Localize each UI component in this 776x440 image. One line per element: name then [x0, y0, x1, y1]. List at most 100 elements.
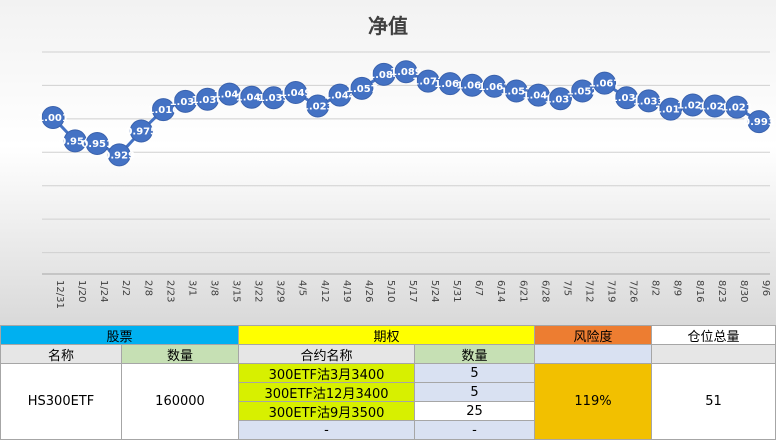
x-tick-label: 12/31 [54, 280, 65, 309]
stock-name: HS300ETF [0, 363, 122, 440]
x-tick-label: 8/16 [694, 280, 705, 302]
subheader-risk-blank [534, 344, 652, 364]
data-label: 1.046 [214, 90, 246, 101]
x-tick-label: 3/8 [208, 280, 219, 296]
header-option: 期权 [238, 325, 535, 345]
data-point [570, 79, 594, 103]
option-name-2: 300ETF沽12月3400 [238, 382, 415, 402]
x-tick-label: 7/26 [628, 280, 639, 302]
x-axis: 12/31 1/20 1/24 2/2 2/8 2/23 3/1 3/8 3/15 3/22 3/2… [42, 273, 771, 309]
data-label: 1.052 [500, 86, 532, 97]
data-label: 1.021 [721, 103, 753, 114]
x-tick-label: 4/26 [363, 280, 374, 302]
x-tick-label: 8/30 [738, 280, 749, 302]
data-label: 1.089 [390, 67, 422, 78]
subheader-position-blank [651, 344, 776, 364]
stock-qty: 160000 [121, 363, 239, 440]
x-tick-label: 2/8 [142, 280, 153, 296]
x-tick-label: 3/22 [253, 280, 264, 302]
data-label: 0.975 [125, 127, 157, 138]
data-label: 1.017 [655, 105, 687, 116]
x-tick-label: 5/17 [407, 280, 418, 302]
option-name-4: - [238, 420, 415, 440]
data-label: 0.956 [59, 136, 91, 147]
x-tick-label: 2/23 [164, 280, 175, 302]
data-label: 1.063 [456, 81, 488, 92]
position-table: 股票 期权 风险度 仓位总量 名称 数量 合约名称 数量 HS300ETF 16… [0, 325, 776, 440]
data-point [548, 87, 572, 111]
position-value: 51 [651, 363, 776, 440]
data-point [725, 95, 749, 119]
option-name-1: 300ETF沽3月3400 [238, 363, 415, 383]
x-tick-label: 8/9 [672, 280, 683, 296]
chart-title: 净值 [368, 14, 408, 38]
data-label: 1.071 [412, 77, 444, 88]
data-point [41, 105, 65, 129]
x-tick-label: 9/6 [760, 280, 771, 296]
subheader-contract: 合约名称 [238, 344, 415, 364]
data-point [328, 83, 352, 107]
data-label: 1.084 [368, 70, 400, 81]
data-point [593, 71, 617, 95]
data-label: 0.929 [103, 150, 135, 161]
subheader-name: 名称 [0, 344, 122, 364]
data-point [482, 74, 506, 98]
x-tick-label: 4/12 [319, 280, 330, 302]
x-tick-label: 6/28 [539, 280, 550, 302]
x-tick-label: 5/24 [429, 280, 440, 302]
data-point [195, 87, 219, 111]
data-label: 1.044 [523, 91, 555, 102]
data-point [747, 110, 771, 134]
data-label: 1.067 [589, 79, 621, 90]
data-point [129, 119, 153, 143]
x-tick-label: 3/1 [186, 280, 197, 296]
subheader-qty: 数量 [121, 344, 239, 364]
data-label: 1.052 [567, 86, 599, 97]
chart-area: 净值 12/31 1/20 1/24 2/2 2/8 2/23 3/1 3/8 3/15 3/22… [0, 0, 776, 325]
data-point [262, 86, 286, 110]
option-qty-3: 25 [414, 401, 535, 421]
x-tick-label: 3/29 [275, 280, 286, 302]
x-tick-label: 4/19 [341, 280, 352, 302]
header-position: 仓位总量 [651, 325, 776, 345]
data-point [107, 143, 131, 167]
data-label: 1.023 [302, 102, 334, 113]
data-label: 1.039 [258, 93, 290, 104]
data-label: 1.039 [611, 93, 643, 104]
data-label: 1.061 [478, 82, 510, 93]
option-qty-2: 5 [414, 382, 535, 402]
x-tick-label: 5/31 [451, 280, 462, 302]
risk-value: 119% [534, 363, 652, 440]
x-tick-label: 1/24 [98, 280, 109, 302]
option-name-3: 300ETF沽9月3500 [238, 401, 415, 421]
x-tick-label: 8/23 [716, 280, 727, 302]
data-label: 1.023 [699, 102, 731, 113]
header-stock: 股票 [0, 325, 239, 345]
data-label: 0.951 [81, 139, 113, 150]
data-point [85, 131, 109, 155]
data-point [659, 97, 683, 121]
data-label: 1.057 [346, 84, 378, 95]
data-label: 1.049 [280, 88, 312, 99]
header-risk: 风险度 [534, 325, 652, 345]
nav-line-chart: 净值 12/31 1/20 1/24 2/2 2/8 2/23 3/1 3/8 3/15 3/22… [37, 14, 775, 309]
data-label: 0.993 [743, 117, 775, 128]
x-tick-label: 4/5 [297, 280, 308, 296]
data-label: 1.032 [170, 97, 202, 108]
x-tick-label: 3/15 [231, 280, 242, 302]
x-tick-label: 7/12 [583, 280, 594, 302]
data-point [526, 83, 550, 107]
data-label: 1.044 [324, 91, 356, 102]
x-tick-label: 8/2 [650, 280, 661, 296]
data-point [306, 94, 330, 118]
x-tick-label: 6/21 [517, 280, 528, 302]
data-label: 1.066 [434, 79, 466, 90]
data-label: 1.037 [545, 94, 577, 105]
subheader-option-qty: 数量 [414, 344, 535, 364]
data-label: 1.040 [236, 93, 268, 104]
x-tick-label: 2/2 [120, 280, 131, 296]
x-tick-label: 7/19 [606, 280, 617, 302]
data-label: 1.033 [633, 96, 665, 107]
data-label: 1.025 [677, 101, 709, 112]
